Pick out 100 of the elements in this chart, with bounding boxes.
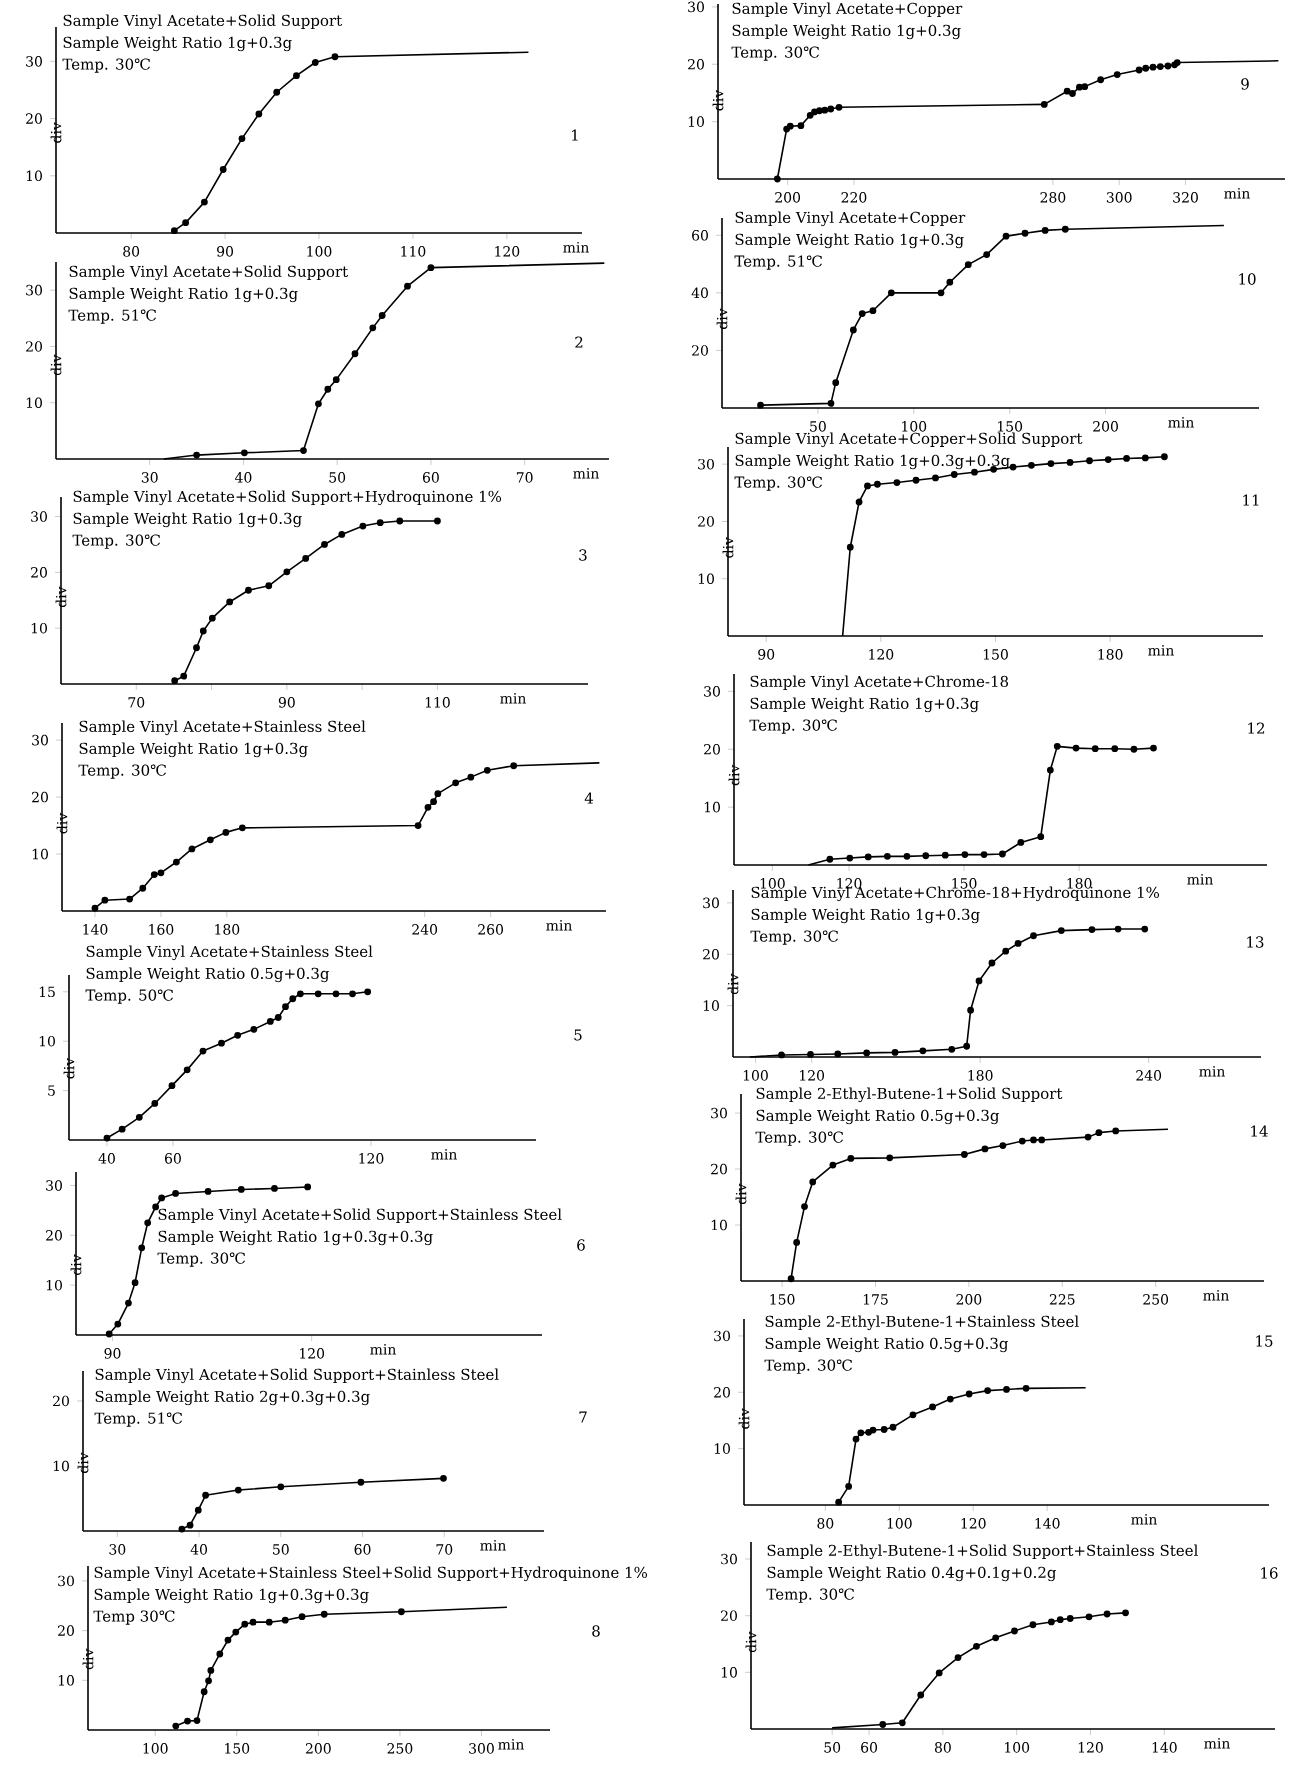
annotation: Temp. 30℃	[734, 476, 823, 491]
x-tick-label: 150	[225, 1743, 250, 1754]
text: Sample Weight Ratio 1g+0.3g+0.3g	[158, 1230, 433, 1246]
y-tick-label: 30	[31, 511, 47, 522]
annotation: 3	[579, 549, 587, 561]
x-tick-label: 50	[273, 1544, 289, 1555]
x-tick-label: 140	[1035, 1518, 1060, 1529]
annotation: Temp. 30℃	[72, 534, 161, 549]
x-tick-label: 180	[968, 1070, 993, 1081]
x-tick-label: 250	[1143, 1294, 1169, 1305]
x-tick-label: 120	[359, 1153, 384, 1164]
text: Sample Weight Ratio 1g+0.3g	[735, 233, 964, 249]
annotation: Temp. 51℃	[68, 309, 157, 324]
annotation: Temp. 51℃	[734, 255, 822, 270]
y-tick-label: 20	[26, 341, 42, 352]
x-tick-label: 140	[1152, 1742, 1177, 1753]
text: Sample Weight Ratio 1g+0.3g	[73, 512, 302, 528]
x-axis-title: min	[1199, 1066, 1225, 1077]
x-tick-label: 100	[902, 421, 927, 432]
text: Sample Weight Ratio 0.5g+0.3g	[756, 1109, 1000, 1125]
x-axis-title: min	[546, 920, 572, 931]
x-tick-label: 100	[1005, 1742, 1030, 1753]
x-tick-label: 100	[307, 246, 332, 257]
annotation: Temp. 50℃	[85, 989, 174, 1004]
x-tick-label: 90	[758, 649, 775, 660]
y-tick-label: 10	[39, 1035, 55, 1047]
y-axis-title: div	[70, 1254, 82, 1275]
y-tick-label: 20	[46, 1230, 62, 1241]
x-tick-label: 160	[149, 924, 174, 935]
annotation: Temp 30℃	[93, 1610, 175, 1625]
text: Sample Weight Ratio 1g+0.3g	[750, 697, 979, 713]
x-tick-label: 120	[495, 246, 520, 257]
y-tick-label: 10	[53, 1460, 69, 1472]
annotation: 15	[1256, 1335, 1273, 1347]
y-tick-label: 10	[26, 170, 42, 182]
chart-title: Sample Vinyl Acetate+Copper	[732, 2, 963, 18]
chart-title: Sample Vinyl Acetate+Stainless Steel+Solid Support+Hydroquinone 1%	[94, 1566, 648, 1582]
chart-title: Sample Vinyl Acetate+Chrome-18	[750, 675, 1009, 691]
y-axis-title: div	[735, 1183, 747, 1205]
y-tick-label: 30	[704, 686, 720, 697]
x-tick-label: 90	[217, 246, 234, 257]
y-tick-label: 10	[711, 1219, 727, 1231]
y-tick-label: 20	[704, 743, 720, 755]
x-tick-label: 200	[775, 192, 801, 203]
x-tick-label: 50	[329, 472, 346, 483]
text: Sample Vinyl Acetate+Solid Support+Stainless Steel	[158, 1208, 562, 1224]
y-tick-label: 10	[721, 1667, 737, 1678]
y-tick-label: 20	[692, 345, 708, 356]
x-tick-label: 40	[234, 472, 252, 483]
y-axis-title: div	[728, 764, 740, 786]
x-tick-label: 70	[128, 697, 145, 708]
annotation: Temp. 30℃	[731, 46, 819, 61]
x-axis-title: min	[498, 1739, 524, 1750]
y-axis-title: div	[745, 1631, 757, 1653]
annotation: Temp. 30℃	[766, 1588, 854, 1603]
y-tick-label: 20	[711, 1163, 727, 1175]
x-tick-label: 300	[469, 1743, 494, 1754]
x-axis-title: min	[1203, 1290, 1229, 1301]
y-tick-label: 40	[691, 287, 708, 299]
x-tick-label: 120	[869, 649, 894, 660]
x-tick-label: 60	[354, 1544, 371, 1555]
annotation: 11	[1243, 494, 1259, 506]
y-tick-label: 30	[26, 56, 42, 67]
x-tick-label: 80	[123, 246, 140, 257]
x-tick-label: 150	[983, 649, 1008, 660]
y-tick-label: 20	[698, 516, 714, 527]
x-axis-title: min	[1168, 417, 1194, 428]
x-axis-title: min	[1187, 874, 1213, 885]
x-tick-label: 300	[1106, 192, 1132, 203]
x-tick-label: 120	[961, 1518, 986, 1529]
x-axis-title: min	[480, 1540, 507, 1551]
x-tick-label: 30	[141, 472, 158, 483]
annotation: 9	[1241, 78, 1249, 90]
text: Sample Weight Ratio 0.4g+0.1g+0.2g	[767, 1566, 1057, 1582]
x-tick-label: 40	[98, 1153, 115, 1164]
annotation: 1	[572, 129, 578, 141]
text: Sample Weight Ratio 2g+0.3g+0.3g	[95, 1390, 370, 1406]
chart-title: Sample Vinyl Acetate+Copper	[735, 211, 966, 227]
x-tick-label: 100	[743, 1070, 768, 1081]
y-axis-title: div	[82, 1648, 94, 1670]
annotation: Temp. 30℃	[78, 764, 167, 779]
x-tick-label: 60	[861, 1742, 878, 1753]
x-tick-label: 225	[1049, 1294, 1075, 1305]
chart-title: Sample Vinyl Acetate+Stainless Steel	[79, 720, 366, 736]
chart-title: Sample Vinyl Acetate+Solid Support	[69, 265, 349, 281]
x-tick-label: 50	[824, 1742, 841, 1753]
x-tick-label: 120	[1078, 1742, 1103, 1753]
annotation: 13	[1247, 936, 1264, 948]
x-tick-label: 240	[1136, 1070, 1162, 1081]
y-tick-label: 20	[714, 1387, 730, 1398]
x-tick-label: 80	[817, 1518, 834, 1529]
y-axis-title: div	[727, 973, 739, 995]
y-tick-label: 30	[688, 1, 704, 13]
y-tick-label: 20	[58, 1625, 74, 1636]
x-axis-title: min	[500, 693, 526, 704]
annotation: Temp. 30℃	[755, 1131, 844, 1146]
text: Sample Weight Ratio 1g+0.3g	[69, 287, 298, 303]
x-tick-label: 40	[190, 1544, 208, 1555]
y-tick-label: 10	[31, 622, 47, 634]
x-tick-label: 70	[516, 472, 533, 483]
